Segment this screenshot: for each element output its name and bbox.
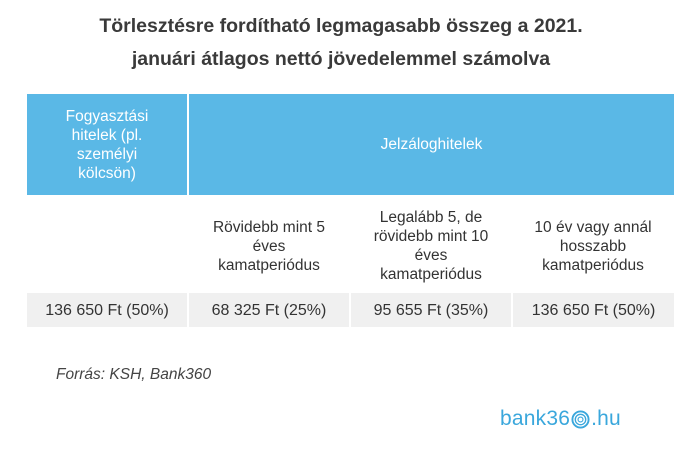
- table-subheader-row: Rövidebb mint 5 éves kamatperiódus Legal…: [27, 195, 675, 293]
- page-title: Törlesztésre fordítható legmagasabb össz…: [0, 10, 682, 76]
- value-long-period: 136 650 Ft (50%): [510, 293, 675, 327]
- logo-suffix: .hu: [591, 407, 621, 430]
- table-values-row: 136 650 Ft (50%) 68 325 Ft (25%) 95 655 …: [27, 293, 675, 327]
- ring-zero-icon: [571, 409, 590, 429]
- title-line-1: Törlesztésre fordítható legmagasabb össz…: [99, 15, 583, 37]
- subheader-long-period: 10 év vagy annál hosszabb kamatperiódus: [512, 195, 675, 293]
- header-mortgage-loans: Jelzáloghitelek: [188, 94, 675, 195]
- logo-prefix: bank36: [500, 407, 571, 430]
- value-short-period: 68 325 Ft (25%): [187, 293, 350, 327]
- table-header-row: Fogyasztási hitelek (pl. személyi kölcsö…: [27, 94, 675, 195]
- header-consumer-loans: Fogyasztási hitelek (pl. személyi kölcsö…: [27, 94, 189, 195]
- title-line-2: januári átlagos nettó jövedelemmel számo…: [131, 48, 551, 70]
- subheader-medium-period: Legalább 5, de rövidebb mint 10 éves kam…: [350, 195, 512, 293]
- subheader-empty: [27, 195, 188, 293]
- source-note: Forrás: KSH, Bank360: [56, 366, 212, 383]
- subheader-short-period: Rövidebb mint 5 éves kamatperiódus: [188, 195, 350, 293]
- value-consumer-loans: 136 650 Ft (50%): [27, 293, 188, 327]
- repayment-table: Fogyasztási hitelek (pl. személyi kölcsö…: [27, 94, 675, 327]
- bank360-logo: bank36 .hu: [500, 404, 621, 434]
- value-medium-period: 95 655 Ft (35%): [349, 293, 512, 327]
